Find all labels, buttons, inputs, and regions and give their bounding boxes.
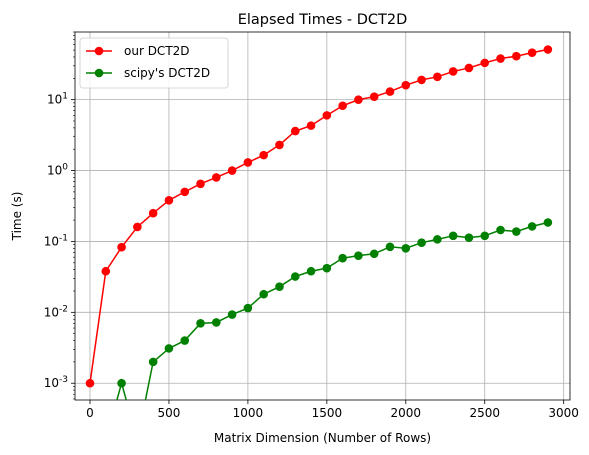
x-tick-label: 3000 xyxy=(548,406,579,420)
y-tick-label: 101 xyxy=(47,92,68,107)
data-point xyxy=(354,95,363,104)
data-point xyxy=(196,319,205,328)
x-tick-label: 500 xyxy=(157,406,180,420)
series-segment xyxy=(105,246,123,272)
data-point xyxy=(259,150,268,160)
data-point xyxy=(243,158,253,167)
data-point xyxy=(512,227,521,236)
series-segment xyxy=(116,383,123,400)
data-point xyxy=(448,231,458,241)
legend-label: scipy's DCT2D xyxy=(124,66,210,80)
data-point xyxy=(543,218,553,227)
data-point xyxy=(338,101,347,111)
series-segment xyxy=(89,271,107,384)
data-point xyxy=(180,336,190,345)
data-point xyxy=(164,344,174,353)
y-tick-label: 10-2 xyxy=(44,304,68,319)
data-point xyxy=(480,231,490,241)
data-point xyxy=(385,87,395,96)
data-point xyxy=(306,266,316,276)
data-point xyxy=(338,253,347,263)
data-point xyxy=(496,54,505,63)
plot-frame xyxy=(74,31,571,401)
legend-marker xyxy=(94,46,104,56)
x-axis-label: Matrix Dimension (Number of Rows) xyxy=(214,431,431,445)
y-tick-label: 100 xyxy=(47,163,68,178)
data-point xyxy=(417,238,426,247)
data-point xyxy=(322,111,332,120)
data-point xyxy=(464,233,474,242)
data-point xyxy=(148,357,158,367)
data-point xyxy=(527,48,537,57)
data-point xyxy=(385,242,395,252)
data-point xyxy=(369,249,379,259)
data-point xyxy=(212,318,221,327)
chart-title: Elapsed Times - DCT2D xyxy=(238,12,408,28)
data-point xyxy=(433,235,442,244)
data-point xyxy=(354,251,363,260)
data-point xyxy=(117,242,126,252)
series-segment xyxy=(144,361,154,400)
data-point xyxy=(133,222,142,232)
data-point xyxy=(196,179,205,189)
data-point xyxy=(275,282,284,291)
data-point xyxy=(243,303,253,313)
data-point xyxy=(101,266,111,276)
data-point xyxy=(369,92,379,102)
data-point xyxy=(464,63,474,73)
data-point xyxy=(527,222,537,231)
data-point xyxy=(448,67,458,76)
data-point xyxy=(85,378,95,388)
data-point xyxy=(117,378,126,388)
labels: Elapsed Times - DCT2D Matrix Dimension (… xyxy=(10,12,431,445)
axes: 0 500 1000 1500 2000 2500 3000 10-3 10-2 10-1 100 1… xyxy=(44,31,579,420)
data-point xyxy=(227,166,237,175)
x-tick-label: 2500 xyxy=(469,406,500,420)
data-point xyxy=(433,72,442,82)
grid xyxy=(75,32,570,400)
data-point xyxy=(543,45,553,54)
data-series xyxy=(85,45,553,400)
data-point xyxy=(212,173,221,182)
legend: our DCT2D scipy's DCT2D xyxy=(79,37,229,89)
data-point xyxy=(290,272,300,281)
series-1 xyxy=(116,218,553,400)
data-point xyxy=(290,126,300,136)
legend-label: our DCT2D xyxy=(124,44,190,58)
data-point xyxy=(480,58,490,68)
data-point xyxy=(322,263,332,273)
data-point xyxy=(164,196,174,205)
legend-box xyxy=(79,37,229,89)
data-point xyxy=(417,75,426,85)
x-tick-label: 1500 xyxy=(312,406,343,420)
x-tick-label: 0 xyxy=(86,406,94,420)
data-point xyxy=(259,289,268,299)
y-tick-label: 10-1 xyxy=(44,233,68,248)
data-point xyxy=(401,80,411,90)
data-point xyxy=(227,310,237,319)
y-axis-label: Time (s) xyxy=(10,192,24,242)
y-tick-label: 10-3 xyxy=(44,375,68,390)
series-0 xyxy=(85,45,553,388)
data-point xyxy=(496,225,505,235)
series-segment xyxy=(120,383,128,400)
data-point xyxy=(401,244,411,253)
x-tick-label: 1000 xyxy=(233,406,264,420)
x-tick-label: 2000 xyxy=(391,406,422,420)
data-point xyxy=(180,187,190,197)
data-point xyxy=(275,140,284,150)
legend-marker xyxy=(94,68,104,78)
data-point xyxy=(148,208,158,218)
data-point xyxy=(306,121,316,130)
data-point xyxy=(512,51,521,61)
